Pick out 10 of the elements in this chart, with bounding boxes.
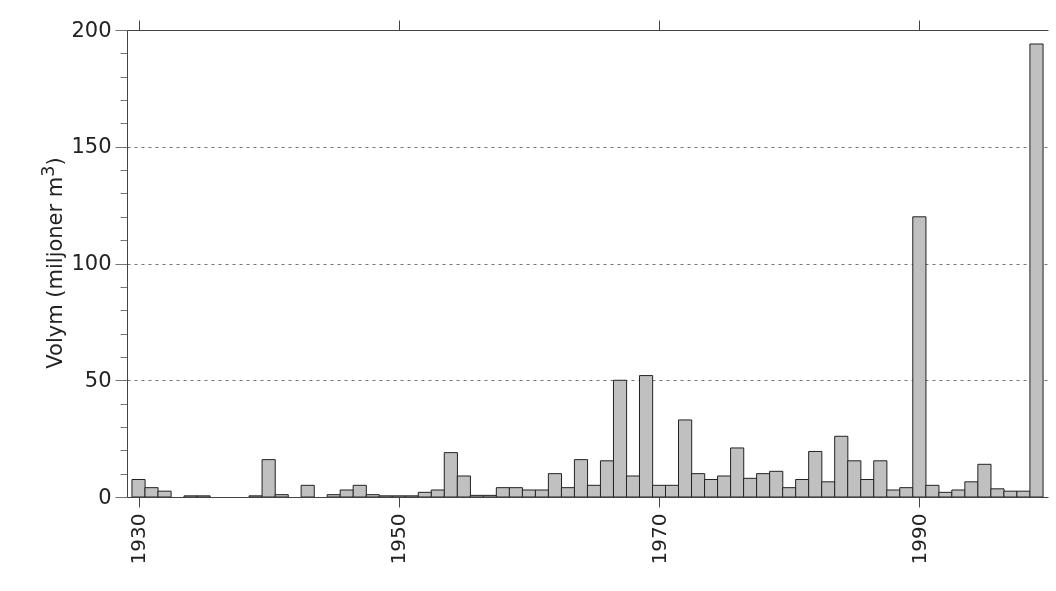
y-tick-label: 50	[84, 367, 112, 392]
y-tick-label: 0	[98, 484, 112, 509]
y-tick-label: 200	[71, 17, 112, 42]
y-tick-label: 150	[71, 134, 112, 159]
y-tick-label: 100	[71, 251, 112, 275]
x-tick-label: 1970	[646, 513, 671, 565]
bar	[300, 484, 315, 497]
x-tick-label: 1930	[126, 513, 151, 565]
x-tick-label: 1990	[906, 513, 931, 565]
x-tick-label: 1950	[386, 513, 411, 565]
